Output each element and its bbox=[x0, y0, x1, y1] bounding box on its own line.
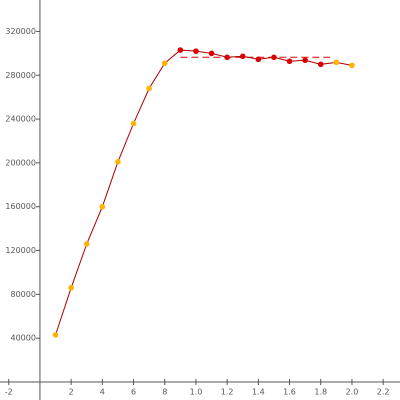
data-point bbox=[52, 332, 59, 338]
x-tick-label: -2 bbox=[5, 388, 13, 397]
y-tick-label: 200000 bbox=[5, 158, 36, 167]
data-point bbox=[271, 54, 277, 61]
y-tick-label: 240000 bbox=[5, 115, 36, 124]
y-tick-label: 120000 bbox=[5, 246, 36, 255]
x-tick-label: 1.8 bbox=[314, 388, 327, 397]
x-tick-label: 8 bbox=[162, 388, 167, 397]
y-tick-label: 80000 bbox=[10, 290, 35, 299]
x-tick-label: 1.0 bbox=[190, 388, 203, 397]
x-tick-label: 1.2 bbox=[221, 388, 234, 397]
x-tick-label: 1.6 bbox=[283, 388, 296, 397]
data-point bbox=[99, 203, 106, 210]
x-tick-label: 2 bbox=[69, 388, 74, 397]
data-point bbox=[302, 57, 308, 64]
data-point bbox=[286, 58, 293, 65]
y-tick-label: 40000 bbox=[10, 334, 35, 343]
data-point bbox=[146, 85, 152, 92]
data-point bbox=[239, 53, 246, 60]
data-point bbox=[208, 50, 215, 57]
data-point bbox=[83, 241, 90, 247]
data-point bbox=[224, 54, 230, 61]
x-tick-label: 4 bbox=[100, 388, 105, 397]
data-point bbox=[68, 284, 74, 291]
data-point bbox=[349, 62, 355, 69]
y-tick-label: 160000 bbox=[5, 202, 36, 211]
data-point bbox=[317, 61, 324, 68]
data-point bbox=[130, 120, 137, 127]
y-tick-label: 320000 bbox=[5, 27, 36, 36]
data-point bbox=[177, 47, 184, 53]
x-tick-label: 2.0 bbox=[346, 388, 359, 397]
data-point bbox=[193, 48, 199, 54]
y-tick-label: 280000 bbox=[5, 71, 36, 80]
data-point bbox=[255, 56, 262, 63]
data-point bbox=[333, 59, 340, 66]
series-line bbox=[55, 49, 353, 336]
x-tick-label: 1.4 bbox=[252, 388, 265, 397]
x-tick-label: 2.2 bbox=[377, 388, 390, 397]
x-tick-label: 6 bbox=[131, 388, 136, 397]
data-point bbox=[161, 60, 168, 67]
data-point bbox=[115, 159, 121, 165]
